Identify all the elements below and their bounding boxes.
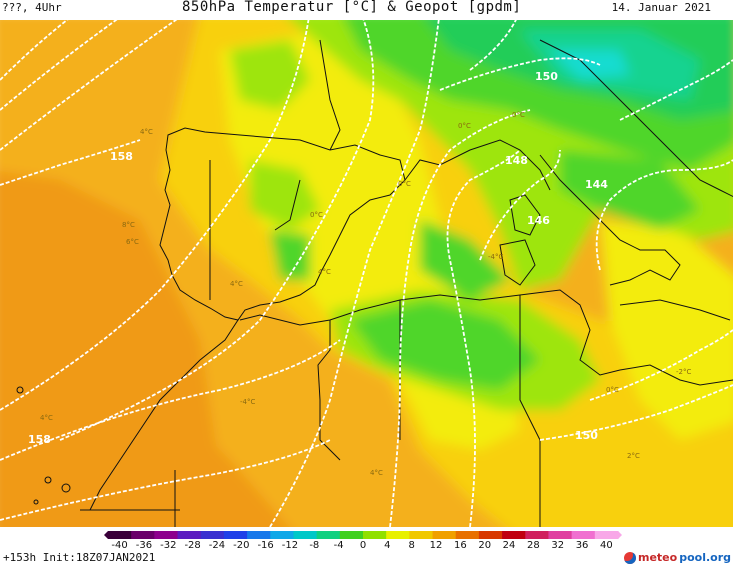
scale-swatch <box>525 531 549 539</box>
valid-time: ???, 4Uhr <box>2 1 62 14</box>
temp-label: 8°C <box>122 221 135 229</box>
scale-swatch <box>363 531 387 539</box>
scale-swatch <box>478 531 503 539</box>
scale-arrow-right <box>618 531 622 539</box>
logo-icon <box>624 551 636 564</box>
scale-swatch <box>594 531 619 539</box>
scale-tick-label: 0 <box>359 540 367 551</box>
scale-tick-label: 36 <box>575 540 589 551</box>
scale-swatch <box>177 531 202 539</box>
scale-swatch <box>502 531 526 539</box>
color-scale-ticks: -40 -36 -32 -28 -24 -20 -16 -12 -8 -4 0 4 8 12 16 20 24 2… <box>0 540 733 552</box>
temp-label: 0°C <box>512 111 525 119</box>
scale-swatch <box>270 531 294 539</box>
temperature-field <box>0 20 733 527</box>
scale-swatch <box>386 531 410 539</box>
temp-label: 0°C <box>606 386 619 394</box>
forecast-date: 14. Januar 2021 <box>611 1 711 14</box>
scale-tick-label: 28 <box>527 540 540 551</box>
scale-tick-label: -12 <box>281 540 299 551</box>
map-title: 850hPa Temperatur [°C] & Geopot [gpdm] <box>182 0 522 15</box>
scale-swatch <box>548 531 573 539</box>
isoline-label: 148 <box>505 154 528 167</box>
isoline-labels: 158 158 150 148 146 144 150 <box>28 70 608 446</box>
footer: -40 -36 -32 -28 -24 -20 -16 -12 -8 -4 0 4 8 12 16 20 24 2… <box>0 527 733 566</box>
scale-tick-label: 4 <box>384 540 391 551</box>
scale-tick-label: -32 <box>160 540 177 551</box>
temp-label: -4°C <box>240 398 255 406</box>
header: ???, 4Uhr 850hPa Temperatur [°C] & Geopo… <box>0 0 733 20</box>
scale-swatch <box>432 531 457 539</box>
isoline-label: 146 <box>527 214 550 227</box>
meteopool-logo[interactable]: meteo pool.org <box>624 551 731 564</box>
temp-label: -4°C <box>488 253 503 261</box>
scale-swatch <box>409 531 434 539</box>
scale-tick-label: -24 <box>208 540 226 551</box>
geopotential-isolines <box>0 20 733 527</box>
temp-label: 6°C <box>126 238 139 246</box>
scale-arrow-left <box>104 531 108 539</box>
scale-tick-label: -20 <box>233 540 250 551</box>
logo-text-b: pool.org <box>679 551 731 564</box>
scale-swatch <box>316 531 341 539</box>
temp-label: 4°C <box>140 128 153 136</box>
scale-swatch <box>131 531 155 539</box>
temp-label: 4°C <box>40 414 53 422</box>
run-info: +153h Init:18Z07JAN2021 <box>3 551 156 564</box>
temp-label: 4°C <box>318 268 331 276</box>
temperature-labels: 4°C 0°C 0°C 0°C -4°C 4°C 8°C 4°C 0°C -4°… <box>40 111 691 477</box>
scale-swatch <box>154 531 179 539</box>
scale-tick-label: -4 <box>333 540 344 551</box>
scale-tick-label: 16 <box>453 540 467 551</box>
scale-tick-label: 24 <box>502 540 516 551</box>
scale-tick-label: 32 <box>551 540 565 551</box>
temp-label: 0°C <box>398 180 411 188</box>
coastlines-borders <box>16 39 733 527</box>
scale-swatch <box>455 531 480 539</box>
isoline-label: 158 <box>28 433 51 446</box>
isoline-label: 150 <box>535 70 558 83</box>
logo-text-a: meteo <box>638 551 678 564</box>
scale-tick-label: -28 <box>184 540 201 551</box>
scale-tick-label: -36 <box>135 540 153 551</box>
isoline-label: 150 <box>575 429 598 442</box>
scale-tick-label: -8 <box>309 540 320 551</box>
color-scale-bar <box>104 531 622 539</box>
temp-label: -2°C <box>676 368 691 376</box>
scale-swatch <box>108 531 132 539</box>
temp-label: 0°C <box>310 211 323 219</box>
temp-label: 0°C <box>458 122 471 130</box>
scale-swatch <box>293 531 318 539</box>
scale-swatch <box>223 531 248 539</box>
scale-tick-label: -40 <box>111 540 128 551</box>
temp-label: 2°C <box>627 452 640 460</box>
temp-label: 4°C <box>230 280 243 288</box>
scale-tick-label: 8 <box>408 540 415 551</box>
scale-tick-label: 40 <box>600 540 613 551</box>
scale-tick-label: -16 <box>257 540 274 551</box>
scale-swatch <box>339 531 364 539</box>
scale-swatch <box>200 531 225 539</box>
scale-tick-label: 20 <box>478 540 492 551</box>
weather-map[interactable]: 158 158 150 148 146 144 150 4°C 0°C 0°C … <box>0 20 733 527</box>
scale-tick-label: 12 <box>429 540 443 551</box>
temp-label: 4°C <box>370 469 383 477</box>
isoline-label: 144 <box>585 178 608 191</box>
isoline-label: 158 <box>110 150 133 163</box>
scale-swatch <box>247 531 271 539</box>
scale-swatch <box>571 531 596 539</box>
